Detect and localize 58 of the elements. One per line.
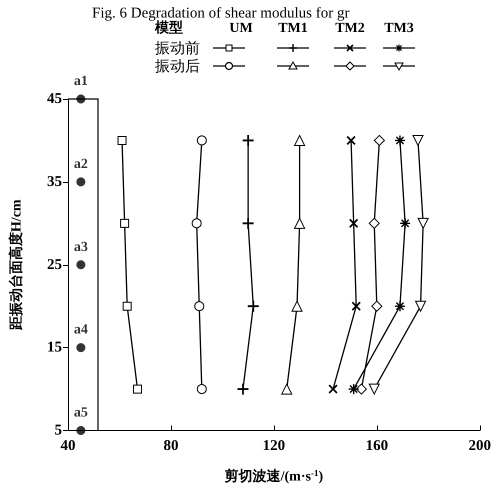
x-tick-label: 160 xyxy=(366,438,388,454)
y-tick-label: 25 xyxy=(47,256,62,273)
point xyxy=(346,136,356,145)
text: 振动前 xyxy=(155,40,200,57)
point xyxy=(76,177,86,186)
x-tick-label: 40 xyxy=(60,438,76,454)
data-label: a5 xyxy=(74,406,88,420)
point xyxy=(418,218,429,229)
point xyxy=(349,218,358,228)
point xyxy=(120,218,130,228)
point xyxy=(76,260,86,270)
point xyxy=(292,300,303,312)
point xyxy=(122,302,132,311)
point xyxy=(118,136,127,145)
point xyxy=(328,384,338,394)
point xyxy=(294,134,306,146)
x-tick-label: 120 xyxy=(262,438,286,454)
point xyxy=(242,134,254,146)
data-label: a4 xyxy=(74,322,88,338)
y-tick-label: 5 xyxy=(54,422,62,438)
point xyxy=(400,218,410,228)
point xyxy=(368,218,380,229)
point xyxy=(194,301,204,312)
y-axis-title: 距振动台面高度H/cm xyxy=(8,199,24,332)
chart-title: Fig. 6 Degradation of shear modulus for gr xyxy=(92,6,350,22)
point xyxy=(348,384,359,394)
data-label: a3 xyxy=(74,240,88,255)
text: UM xyxy=(229,21,253,36)
point xyxy=(196,135,207,146)
point xyxy=(356,384,367,395)
point xyxy=(281,384,292,395)
point xyxy=(394,135,405,146)
data-label: a2 xyxy=(74,156,88,172)
point xyxy=(415,300,426,312)
y-tick-label: 35 xyxy=(47,174,62,190)
point xyxy=(294,218,306,229)
text: 振动后 xyxy=(155,58,200,75)
text: TM3 xyxy=(384,21,414,36)
point xyxy=(192,218,202,228)
text: TM1 xyxy=(278,21,308,36)
point xyxy=(76,426,86,435)
y-tick-label: 45 xyxy=(47,91,62,107)
point xyxy=(76,343,86,352)
y-tick-label: 15 xyxy=(47,340,62,356)
point xyxy=(371,300,382,312)
point xyxy=(368,384,380,395)
point xyxy=(412,134,424,146)
point xyxy=(394,301,405,312)
x-tick-label: 200 xyxy=(468,438,491,454)
point xyxy=(374,134,385,146)
point xyxy=(237,384,248,395)
text: TM2 xyxy=(335,21,365,36)
data-label: a1 xyxy=(74,74,88,89)
x-tick-label: 80 xyxy=(163,438,178,454)
point xyxy=(352,302,361,311)
point xyxy=(132,384,142,394)
point xyxy=(196,384,207,394)
legend-title: 模型 xyxy=(154,20,183,36)
